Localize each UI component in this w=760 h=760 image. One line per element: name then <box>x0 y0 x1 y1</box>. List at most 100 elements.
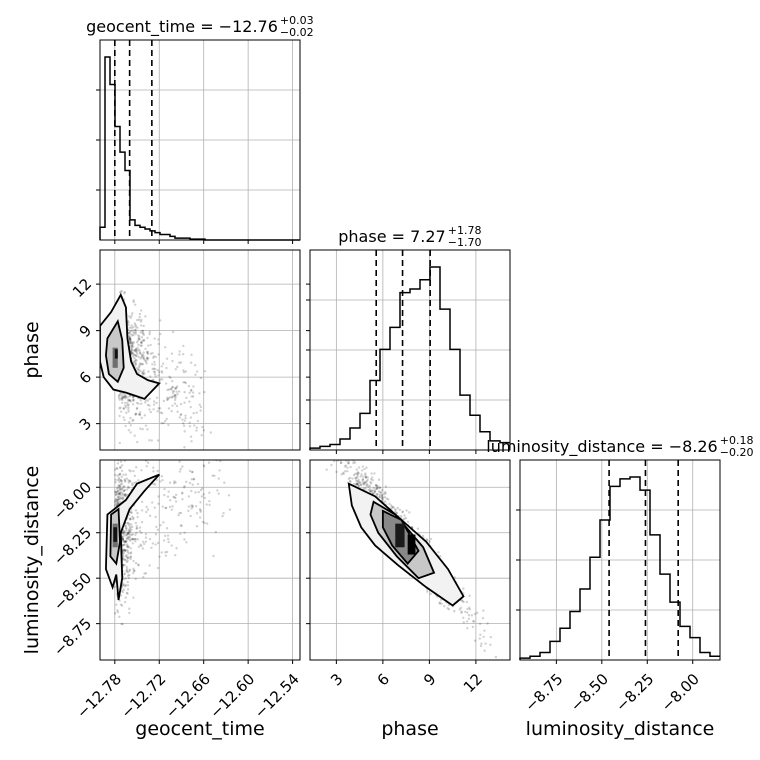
sample-point <box>113 473 117 477</box>
sample-point <box>124 455 126 457</box>
sample-point <box>146 352 150 355</box>
sample-point <box>119 484 122 488</box>
sample-point <box>144 424 148 427</box>
sample-point <box>375 484 378 487</box>
sample-point <box>217 477 220 480</box>
sample-point <box>166 534 170 537</box>
sample-point <box>170 508 174 511</box>
sample-point <box>134 358 137 362</box>
sample-point <box>324 437 326 439</box>
ytick-label-phase: 3 <box>76 414 95 433</box>
sample-point <box>115 490 118 494</box>
sample-point <box>171 395 174 398</box>
ytick-label-luminosity_distance: −8.75 <box>50 614 95 659</box>
sample-point <box>406 520 410 523</box>
sample-point <box>145 357 149 360</box>
sample-point <box>183 531 186 534</box>
sample-point <box>171 505 174 508</box>
sample-point <box>151 542 155 545</box>
sample-point <box>216 433 218 435</box>
sample-point <box>476 611 479 615</box>
sample-point <box>128 607 131 610</box>
sample-point <box>209 431 212 434</box>
sample-point <box>191 395 195 398</box>
sample-point <box>489 635 492 639</box>
xtick-label-luminosity_distance: −8.25 <box>612 670 657 715</box>
sample-point <box>145 465 148 468</box>
sample-point <box>118 393 121 397</box>
sample-point <box>126 574 130 577</box>
sample-point <box>155 396 159 399</box>
sample-point <box>117 476 121 480</box>
sample-point <box>183 446 186 449</box>
sample-point <box>134 413 137 416</box>
sample-point <box>378 493 381 497</box>
sample-point <box>134 364 137 367</box>
sample-point <box>429 592 432 596</box>
sample-point <box>134 325 138 328</box>
sample-point <box>149 410 153 414</box>
sample-point <box>137 450 139 452</box>
sample-point <box>127 486 130 490</box>
sample-point <box>371 479 375 482</box>
sample-point <box>347 462 350 465</box>
sample-point <box>330 457 332 459</box>
sample-point <box>404 516 408 520</box>
sample-point <box>181 491 184 494</box>
sample-point <box>120 491 124 495</box>
sample-point <box>137 339 140 342</box>
sample-point <box>127 532 130 535</box>
sample-point <box>136 326 139 329</box>
sample-point <box>373 490 377 494</box>
sample-point <box>325 468 328 471</box>
sample-point <box>167 407 171 410</box>
sample-point <box>145 505 148 509</box>
sample-point <box>118 492 121 495</box>
sample-point <box>160 551 163 554</box>
sample-point <box>185 480 188 484</box>
sample-point <box>189 416 193 419</box>
sample-point <box>219 452 221 454</box>
sample-point <box>141 371 144 375</box>
sample-point <box>127 529 131 533</box>
sample-point <box>365 466 368 469</box>
sample-point <box>134 412 138 415</box>
xtick-label-geocent_time: −12.54 <box>251 670 303 722</box>
sample-point <box>178 361 181 364</box>
sample-point <box>348 476 352 480</box>
sample-point <box>345 456 347 458</box>
sample-point <box>122 530 126 533</box>
sample-point <box>388 502 391 506</box>
sample-point <box>128 335 131 338</box>
sample-point <box>381 497 384 500</box>
sample-point <box>482 635 485 639</box>
sample-point <box>140 341 143 345</box>
sample-point <box>130 511 133 514</box>
sample-point <box>131 533 134 536</box>
sample-point <box>118 398 121 401</box>
sample-point <box>124 577 128 580</box>
sample-point <box>377 478 381 481</box>
sample-point <box>134 354 138 357</box>
sample-point <box>349 465 352 469</box>
sample-point <box>150 546 153 550</box>
sample-point <box>134 362 138 366</box>
sample-point <box>416 527 420 530</box>
sample-point <box>123 478 126 481</box>
sample-point <box>125 537 128 540</box>
sample-point <box>120 289 123 293</box>
sample-point <box>140 344 143 347</box>
sample-point <box>201 425 204 429</box>
sample-point <box>167 388 171 391</box>
sample-point <box>218 446 220 448</box>
sample-point <box>139 543 142 546</box>
sample-point <box>354 479 358 482</box>
sample-point <box>152 370 156 373</box>
sample-point <box>121 401 124 405</box>
xtick-label-phase: 9 <box>420 670 439 689</box>
sample-point <box>156 566 160 570</box>
sample-point <box>116 610 120 614</box>
sample-point <box>178 416 181 419</box>
sample-point <box>180 524 183 528</box>
sample-point <box>139 369 142 373</box>
